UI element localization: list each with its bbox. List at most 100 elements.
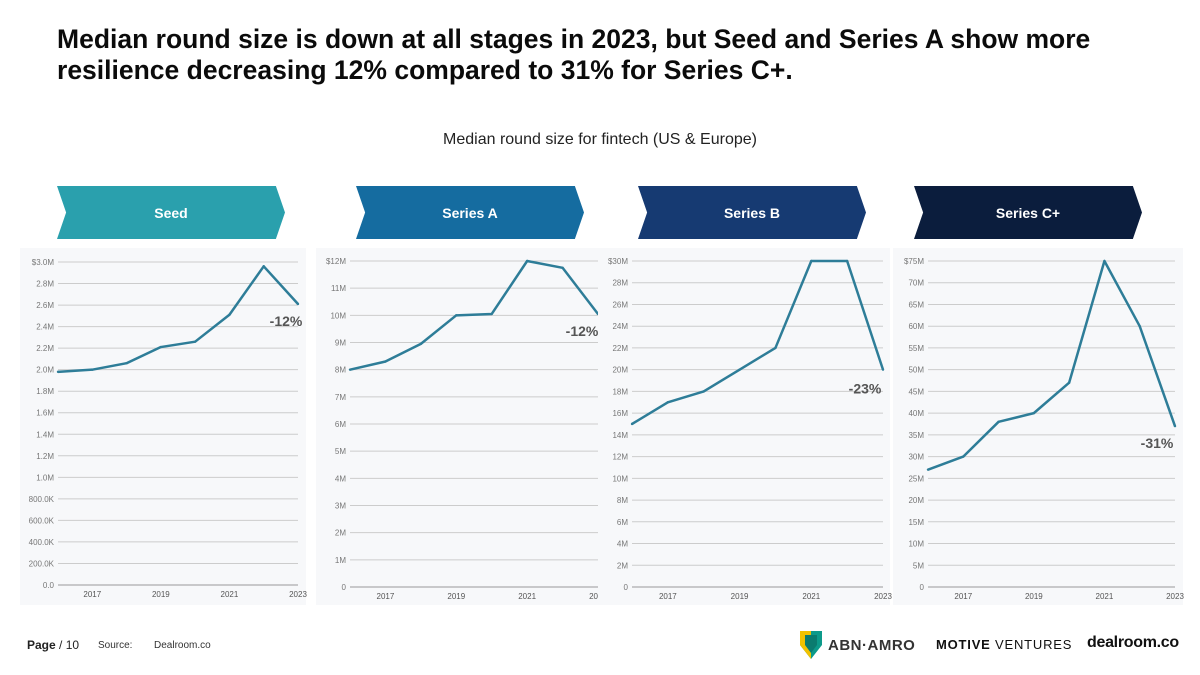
- y-tick-label: 20M: [908, 496, 924, 505]
- y-tick-label: 28M: [612, 279, 628, 288]
- y-tick-label: 20M: [612, 366, 628, 375]
- y-tick-label: 10M: [330, 311, 346, 320]
- x-tick-label: 2021: [518, 592, 536, 601]
- y-tick-label: 10M: [908, 540, 924, 549]
- x-tick-label: 2021: [1096, 592, 1114, 601]
- y-tick-label: $75M: [904, 257, 924, 266]
- data-point: [845, 259, 849, 263]
- x-tick-label: 2019: [447, 592, 465, 601]
- x-tick-label: 2017: [954, 592, 972, 601]
- y-tick-label: 1.8M: [36, 387, 54, 396]
- y-tick-label: 2M: [617, 561, 628, 570]
- y-tick-label: 45M: [908, 387, 924, 396]
- x-tick-label: 2023: [874, 592, 892, 601]
- y-tick-label: 2.6M: [36, 301, 54, 310]
- y-tick-label: 24M: [612, 322, 628, 331]
- chart-panel-series-c: 0 5M 10M 15M 20M 25M 30M 35M 40M 45M 50M 55M 60M 65M 7…: [893, 248, 1184, 605]
- motive-wordmark-rest: VENTURES: [990, 637, 1073, 652]
- change-annotation: -23%: [849, 381, 882, 397]
- y-tick-label: 2.2M: [36, 344, 54, 353]
- y-tick-label: 2.8M: [36, 280, 54, 289]
- y-tick-label: 8M: [617, 496, 628, 505]
- data-point: [419, 342, 423, 346]
- line-chart-series-b: 0 2M 4M 6M 8M 10M 12M 14M 16M 18M 20M 22M 24M 26M 28M $…: [608, 257, 892, 601]
- data-point: [228, 313, 231, 316]
- data-point: [926, 468, 930, 471]
- y-tick-label: 0: [342, 583, 347, 592]
- chart-panel-seed: 0.0 200.0K 400.0K 600.0K 800.0K 1.0M 1.2M 1.4M 1…: [20, 248, 308, 605]
- y-tick-label: 200.0K: [29, 559, 55, 568]
- data-point: [384, 360, 387, 363]
- change-annotation: -12%: [270, 313, 303, 329]
- y-tick-label: 5M: [913, 561, 924, 570]
- data-point: [1173, 424, 1177, 428]
- y-tick-label: 2.0M: [36, 366, 54, 375]
- stage-chevron-series-c: Series C+: [914, 186, 1142, 239]
- data-point: [193, 340, 197, 343]
- y-tick-label: 800.0K: [29, 495, 55, 504]
- y-tick-label: 600.0K: [29, 516, 55, 525]
- y-tick-label: 6M: [617, 518, 628, 527]
- change-annotation: -31%: [1141, 435, 1174, 451]
- data-point: [159, 345, 163, 349]
- series-line-series-a: [349, 259, 599, 371]
- abn-amro-wordmark: ABN·AMRO: [828, 636, 916, 654]
- y-tick-label: 0: [920, 583, 925, 592]
- series-line-seed: [57, 265, 299, 374]
- data-point: [1103, 259, 1106, 263]
- data-point: [525, 259, 529, 263]
- chart-panel-series-b: 0 2M 4M 6M 8M 10M 12M 14M 16M 18M 20M 22M 24M 26M 28M $…: [598, 248, 892, 605]
- stage-chevron-seed: Seed: [57, 186, 285, 239]
- data-point: [125, 362, 128, 365]
- data-point: [962, 455, 965, 458]
- source-value: Dealroom.co: [154, 640, 211, 651]
- y-tick-label: 22M: [612, 344, 628, 353]
- data-point: [702, 390, 705, 393]
- x-tick-label: 2021: [221, 590, 239, 599]
- data-point: [1032, 411, 1036, 415]
- series-line-series-c: [927, 259, 1177, 471]
- y-tick-label: 2M: [335, 529, 346, 538]
- motive-ventures-logo: MOTIVE VENTURES: [936, 637, 1072, 652]
- motive-wordmark-bold: MOTIVE: [936, 637, 991, 652]
- data-point: [630, 422, 634, 426]
- data-point: [881, 368, 885, 371]
- source-label: Source:: [98, 640, 133, 651]
- data-point: [997, 420, 1000, 424]
- y-tick-label: 40M: [908, 409, 924, 418]
- y-tick-label: 55M: [908, 344, 924, 353]
- y-tick-label: 35M: [908, 431, 924, 440]
- y-tick-label: 7M: [335, 393, 346, 402]
- line-chart-series-c: 0 5M 10M 15M 20M 25M 30M 35M 40M 45M 50M 55M 60M 65M 7…: [904, 257, 1184, 601]
- data-point: [738, 368, 741, 371]
- abn-amro-logo: ABN·AMRO: [800, 631, 915, 659]
- data-point: [56, 370, 60, 374]
- page-indicator: Page / 10: [27, 638, 79, 652]
- headline: Median round size is down at all stages …: [57, 24, 1091, 85]
- y-tick-label: 2.4M: [36, 323, 54, 332]
- y-tick-label: 15M: [908, 518, 924, 527]
- series-line-series-b: [631, 259, 885, 426]
- y-tick-label: 3M: [335, 502, 346, 511]
- page-total: / 10: [55, 638, 80, 652]
- page-label: Page: [27, 638, 56, 652]
- y-tick-label: 65M: [908, 300, 924, 309]
- y-tick-label: 0.0: [43, 581, 55, 590]
- y-tick-label: 1.6M: [36, 409, 54, 418]
- y-tick-label: 70M: [908, 279, 924, 288]
- data-point: [91, 368, 94, 371]
- stage-chevron-series-b: Series B: [638, 186, 866, 239]
- y-tick-label: 10M: [612, 474, 628, 483]
- y-tick-label: 1M: [335, 556, 346, 565]
- y-tick-label: 1.4M: [36, 430, 54, 439]
- data-point: [262, 265, 265, 268]
- y-tick-label: 8M: [335, 366, 346, 375]
- data-point: [1067, 381, 1071, 384]
- data-point: [561, 266, 564, 269]
- line-chart-seed: 0.0 200.0K 400.0K 600.0K 800.0K 1.0M 1.2M 1.4M 1…: [29, 258, 308, 599]
- y-tick-label: 18M: [612, 387, 628, 396]
- data-point: [296, 302, 300, 306]
- data-point: [455, 314, 458, 317]
- y-tick-label: 5M: [335, 447, 346, 456]
- x-tick-label: 2019: [731, 592, 749, 601]
